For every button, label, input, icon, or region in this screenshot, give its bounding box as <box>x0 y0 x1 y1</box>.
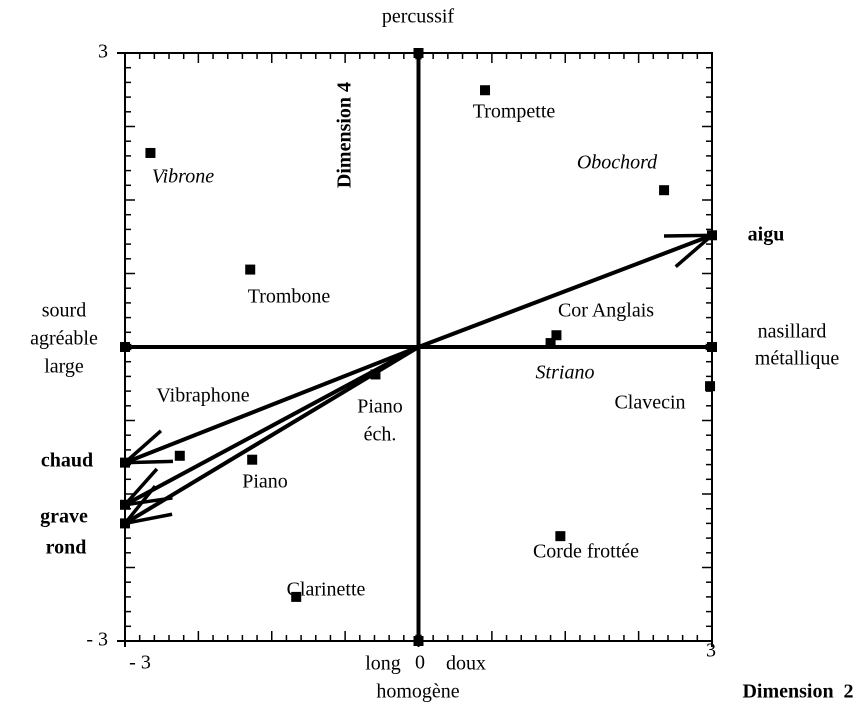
pole-marker <box>413 636 424 646</box>
point <box>659 185 670 196</box>
pole-label: long <box>365 653 401 675</box>
pole-marker <box>120 342 130 352</box>
point <box>247 454 258 465</box>
pole-marker <box>707 342 717 352</box>
vector <box>124 345 420 465</box>
point <box>551 330 562 341</box>
point <box>174 450 185 461</box>
point-label: Trombone <box>248 286 331 308</box>
y-tick-label: - 3 <box>86 629 108 651</box>
point <box>545 338 556 349</box>
pole-label: métallique <box>755 348 840 370</box>
y-tick-label: 3 <box>98 41 108 63</box>
vector-label: aigu <box>748 224 785 246</box>
x-tick-label: 3 <box>706 640 716 662</box>
point-label: Piano <box>357 396 403 418</box>
pole-label: sourd <box>42 300 86 322</box>
pole-label: large <box>44 356 84 378</box>
vector <box>124 345 420 507</box>
vector-marker <box>120 457 130 468</box>
point <box>245 264 256 275</box>
pole-label: percussif <box>382 6 455 28</box>
point <box>705 381 716 392</box>
vector-label: rond <box>46 537 87 559</box>
vector <box>123 345 420 526</box>
point-label: Striano <box>536 362 595 384</box>
point <box>370 369 381 380</box>
y-axis-title: Dimension 4 <box>334 82 356 188</box>
point-label: Clarinette <box>287 579 366 601</box>
point-label: Trompette <box>473 101 556 123</box>
point <box>291 591 302 602</box>
x-tick-label: 0 <box>415 652 425 674</box>
point <box>555 531 566 542</box>
point-label: Corde frottée <box>533 541 639 563</box>
vector-label: grave <box>40 506 88 528</box>
point-label: Piano <box>242 471 288 493</box>
point-label: éch. <box>364 424 397 446</box>
point-label: Obochord <box>577 152 658 174</box>
x-axis-title: Dimension 2 <box>742 681 853 703</box>
point <box>480 85 491 96</box>
pole-label: agréable <box>30 328 98 350</box>
vector-label: chaud <box>41 450 93 472</box>
point-label: Clavecin <box>614 392 685 414</box>
point <box>145 147 156 158</box>
vector <box>417 233 713 349</box>
pole-label: nasillard <box>758 321 827 343</box>
point-label: Cor Anglais <box>558 300 654 322</box>
x-tick-label: - 3 <box>129 652 151 674</box>
point-label: Vibraphone <box>156 385 249 407</box>
vector-marker <box>120 499 130 510</box>
pole-marker <box>413 48 424 58</box>
vector-marker <box>120 518 130 529</box>
pole-label: homogène <box>376 681 459 703</box>
point-label: Vibrone <box>152 166 214 188</box>
vector-marker <box>707 230 717 241</box>
pole-label: doux <box>446 653 486 675</box>
